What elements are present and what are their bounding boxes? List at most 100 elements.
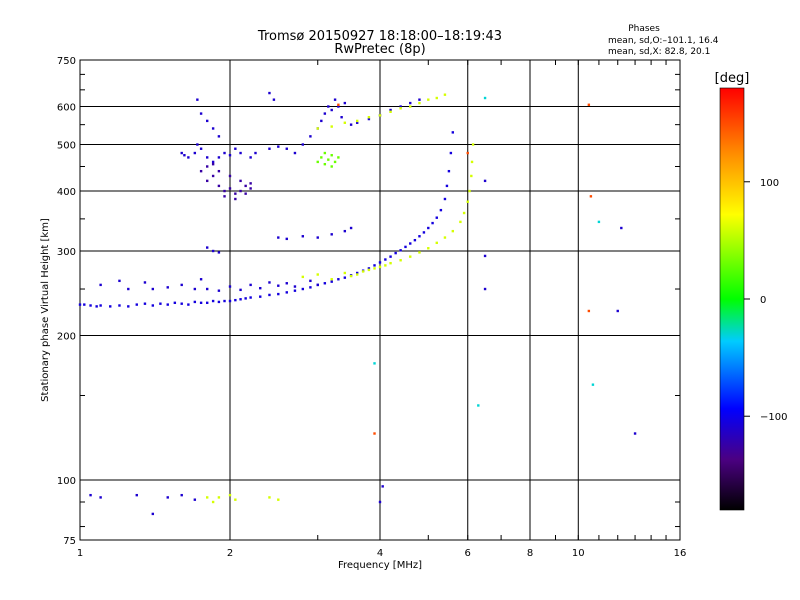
data-point xyxy=(173,301,177,305)
data-point xyxy=(223,299,226,303)
data-point xyxy=(285,282,288,285)
data-point xyxy=(384,264,387,267)
data-point xyxy=(249,156,252,159)
data-point xyxy=(239,288,242,292)
data-point xyxy=(413,238,417,242)
data-point xyxy=(381,485,384,488)
data-point xyxy=(616,309,619,313)
data-point xyxy=(151,287,155,291)
stats-title: Phases xyxy=(628,24,660,34)
y-tick-label: 200 xyxy=(57,332,76,343)
data-point xyxy=(409,255,412,258)
data-point xyxy=(389,110,392,113)
data-point xyxy=(355,121,359,124)
x-tick-label: 2 xyxy=(227,548,233,559)
data-point xyxy=(367,267,371,270)
data-point xyxy=(427,98,430,101)
data-point xyxy=(343,229,347,233)
data-point xyxy=(205,301,209,305)
chart-subtitle: RwPretec (8p) xyxy=(334,42,425,57)
data-point xyxy=(285,147,288,150)
data-point xyxy=(384,258,387,261)
data-point xyxy=(199,278,203,281)
data-point xyxy=(309,286,312,289)
data-point xyxy=(217,184,221,188)
data-point xyxy=(83,303,86,306)
data-point xyxy=(449,151,453,155)
data-point xyxy=(277,498,280,501)
colorbar-ticks: 100 0 −100 xyxy=(744,178,787,423)
data-point xyxy=(404,245,407,249)
data-point xyxy=(373,267,376,270)
data-point xyxy=(135,303,138,306)
data-point xyxy=(327,105,330,108)
data-point xyxy=(268,147,271,150)
data-point xyxy=(483,96,487,100)
data-point xyxy=(427,226,430,230)
data-point xyxy=(633,432,637,435)
data-point xyxy=(367,117,371,121)
data-point xyxy=(228,154,232,157)
data-point xyxy=(211,160,215,164)
data-point xyxy=(268,281,271,284)
data-point xyxy=(378,114,382,117)
data-point xyxy=(378,261,382,264)
data-point xyxy=(349,226,353,230)
data-point xyxy=(99,283,102,287)
data-point xyxy=(470,160,474,164)
data-point xyxy=(239,179,242,183)
data-point xyxy=(217,169,221,173)
data-point xyxy=(355,271,359,275)
data-point xyxy=(477,404,480,407)
data-point xyxy=(259,295,262,298)
data-point xyxy=(166,303,169,306)
data-point xyxy=(316,273,319,276)
data-point xyxy=(367,268,371,272)
data-point xyxy=(439,208,443,212)
data-point xyxy=(205,496,209,499)
data-point xyxy=(320,156,323,159)
data-point xyxy=(349,123,353,126)
data-point xyxy=(228,174,232,178)
data-point xyxy=(409,101,412,105)
data-point xyxy=(422,231,426,234)
data-point xyxy=(399,107,402,110)
data-point xyxy=(435,216,438,219)
x-tick-label: 8 xyxy=(527,548,533,559)
data-point xyxy=(333,160,337,164)
data-point xyxy=(211,249,215,253)
data-point xyxy=(483,287,487,291)
data-point xyxy=(316,160,319,164)
data-point xyxy=(166,496,169,499)
data-point xyxy=(118,304,121,307)
stats-line-o: mean, sd,O:–101.1, 16.4 xyxy=(608,36,719,46)
data-point xyxy=(199,112,203,115)
data-point xyxy=(316,127,319,130)
data-point xyxy=(244,192,247,195)
data-point xyxy=(323,282,327,285)
colorbar-tick-label: 100 xyxy=(760,178,779,189)
data-point xyxy=(223,151,226,155)
data-point xyxy=(587,309,591,313)
data-point xyxy=(349,274,353,278)
data-point xyxy=(89,304,92,307)
x-tick-label: 6 xyxy=(465,548,471,559)
data-point xyxy=(277,236,280,239)
data-point xyxy=(589,195,593,198)
data-point xyxy=(451,229,455,233)
data-point xyxy=(389,261,392,265)
data-point xyxy=(373,362,376,365)
data-point xyxy=(293,151,297,155)
data-point xyxy=(285,237,288,241)
data-point xyxy=(301,143,305,146)
data-point xyxy=(418,235,421,238)
data-point xyxy=(249,182,252,185)
data-point xyxy=(443,236,447,239)
data-point xyxy=(217,251,221,254)
data-point xyxy=(293,289,297,292)
data-point xyxy=(340,116,343,119)
data-point xyxy=(445,184,449,188)
data-point xyxy=(217,156,221,159)
data-point xyxy=(199,301,203,305)
